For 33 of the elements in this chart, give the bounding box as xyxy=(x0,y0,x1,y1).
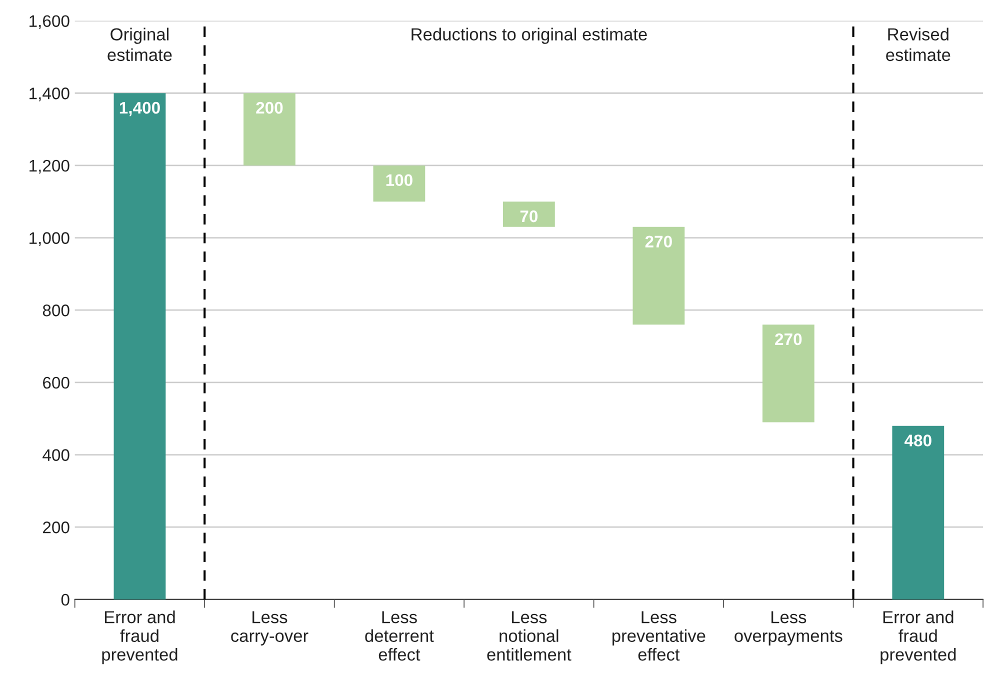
data-label: 100 xyxy=(386,174,412,186)
y-tick-label: 1,600 xyxy=(30,15,70,29)
bar xyxy=(502,202,555,227)
data-label: 480 xyxy=(904,434,932,446)
y-tick-label: 1,200 xyxy=(30,160,70,174)
y-tick-label: 600 xyxy=(43,376,70,389)
x-tick-label: Less overpayments xyxy=(734,611,842,646)
y-tick-label: 200 xyxy=(43,522,70,534)
bar xyxy=(114,93,166,600)
y-tick-label: 1,000 xyxy=(30,232,70,246)
y-tick-label: 800 xyxy=(42,304,70,316)
x-tick-label: Less carry-over xyxy=(231,611,308,646)
annotation: Revised estimate xyxy=(886,28,950,62)
data-label: 200 xyxy=(256,102,283,114)
y-tick-label: 400 xyxy=(42,449,70,461)
data-label: 1,400 xyxy=(120,102,160,116)
x-tick-label: Less notional entitlement xyxy=(487,611,572,661)
data-label: 270 xyxy=(645,236,672,248)
x-tick-label: Less deterrent effect xyxy=(365,611,434,661)
annotation: Reductions to original estimate xyxy=(412,28,647,44)
x-tick-label: Error and fraud prevented xyxy=(102,610,178,664)
bar xyxy=(373,165,426,202)
data-label: 70 xyxy=(520,210,538,222)
x-tick-label: Less preventative effect xyxy=(612,611,706,661)
y-tick-label: 1,400 xyxy=(30,88,70,102)
x-tick-label: Error and fraud prevented xyxy=(880,610,956,664)
data-label: 270 xyxy=(775,333,802,346)
bar xyxy=(762,324,814,422)
bar xyxy=(892,426,944,600)
bar xyxy=(632,226,685,325)
annotation: Original estimate xyxy=(108,28,172,62)
bar xyxy=(244,93,296,166)
y-tick-label: 0 xyxy=(61,594,70,606)
